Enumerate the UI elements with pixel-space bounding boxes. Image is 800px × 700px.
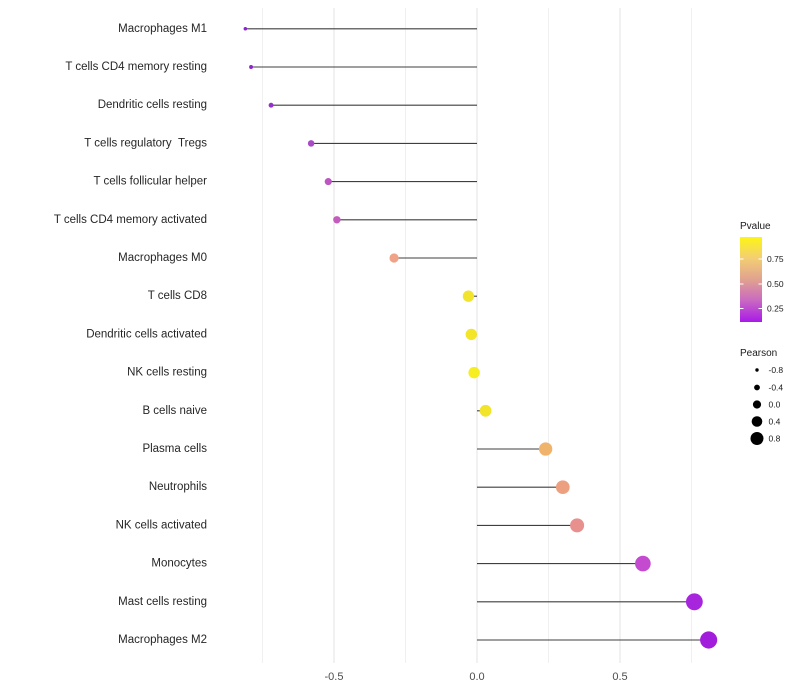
lollipop-dot xyxy=(635,555,651,572)
category-label: Macrophages M1 xyxy=(118,23,207,35)
lollipop-dot xyxy=(333,216,341,224)
pearson-legend-label: 0.8 xyxy=(769,434,781,444)
category-label: Plasma cells xyxy=(142,443,207,455)
lollipop-dot xyxy=(555,480,570,495)
lollipop-dot xyxy=(462,290,475,302)
rows-group: Macrophages M1 T cells CD4 memory resting… xyxy=(54,23,718,649)
lollipop-dot xyxy=(307,140,315,147)
x-tick-label: 0.5 xyxy=(612,671,627,683)
category-label: Monocytes xyxy=(151,558,207,570)
lollipop-dot xyxy=(479,404,492,417)
x-tick-label: 0.0 xyxy=(469,671,484,683)
category-label: T cells regulatory Tregs xyxy=(84,137,207,149)
pearson-legend-dot xyxy=(755,368,759,372)
category-label: B cells naive xyxy=(142,405,207,417)
lollipop-dot xyxy=(268,102,274,108)
category-label: T cells CD4 memory resting xyxy=(65,61,207,73)
pearson-legend-label: -0.4 xyxy=(769,383,784,393)
pearson-legend-label: -0.8 xyxy=(769,365,784,375)
category-label: Neutrophils xyxy=(149,481,207,493)
pearson-legend-label: 0.0 xyxy=(769,400,781,410)
pvalue-tick-label: 0.75 xyxy=(767,254,784,264)
pvalue-tick-label: 0.25 xyxy=(767,304,784,314)
pearson-legend-dot xyxy=(751,416,763,427)
category-label: Mast cells resting xyxy=(118,596,207,608)
lollipop-dot xyxy=(685,593,703,611)
lollipop-dot xyxy=(243,27,248,31)
category-label: Macrophages M2 xyxy=(118,634,207,646)
category-label: T cells CD4 memory activated xyxy=(54,214,207,226)
gridlines-group xyxy=(262,8,692,663)
lollipop-dot xyxy=(468,366,480,379)
x-axis-group: -0.5 0.0 0.5 xyxy=(325,671,628,683)
pvalue-gradient-bar xyxy=(740,237,762,322)
category-label: Dendritic cells resting xyxy=(98,99,207,111)
category-label: Dendritic cells activated xyxy=(86,328,207,340)
lollipop-dot xyxy=(249,65,254,69)
lollipop-dot xyxy=(324,178,332,186)
lollipop-dot xyxy=(389,253,399,263)
category-label: T cells CD8 xyxy=(148,290,207,302)
lollipop-dot xyxy=(465,328,477,341)
pvalue-tick-label: 0.50 xyxy=(767,279,784,289)
lollipop-dot xyxy=(570,518,585,533)
lollipop-dot xyxy=(700,631,718,649)
category-label: NK cells activated xyxy=(116,519,207,531)
pearson-legend-dot xyxy=(752,400,762,409)
pearson-legend-dot xyxy=(754,384,760,391)
category-label: T cells follicular helper xyxy=(93,176,207,188)
lollipop-dot xyxy=(538,442,553,456)
legends-group: Pvalue 0.75 0.50 0.25 Pearson -0.8 -0.4 0.0 0.4 0… xyxy=(740,221,784,445)
pearson-legend-dot xyxy=(750,432,764,445)
category-label: NK cells resting xyxy=(127,367,207,379)
category-label: Macrophages M0 xyxy=(118,252,207,264)
pearson-legend-label: 0.4 xyxy=(769,417,781,427)
pearson-legend-title: Pearson xyxy=(740,348,777,359)
x-tick-label: -0.5 xyxy=(325,671,344,683)
pvalue-legend-title: Pvalue xyxy=(740,221,771,232)
